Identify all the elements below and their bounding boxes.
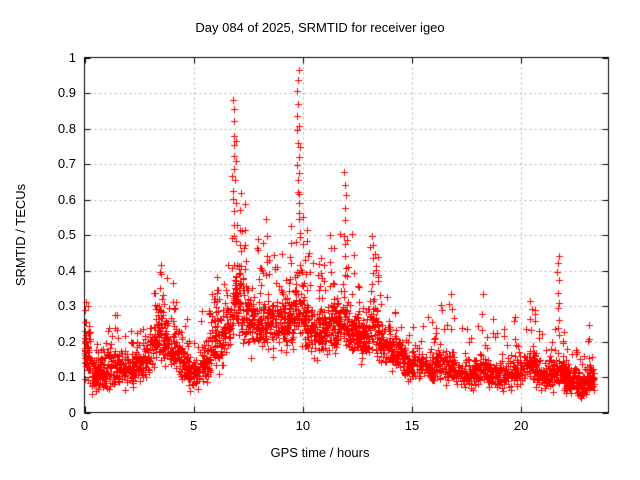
x-tick-label: 15	[404, 418, 420, 433]
y-tick-label: 0.7	[57, 156, 76, 171]
y-tick-label: 0.5	[57, 227, 76, 242]
y-tick-label: 0.3	[57, 298, 76, 313]
y-tick-label: 0.9	[57, 85, 76, 100]
y-tick-label: 0.6	[57, 191, 76, 207]
y-tick-label: 0.1	[57, 369, 76, 384]
y-tick-label: 0.4	[57, 262, 76, 278]
chart-title: Day 084 of 2025, SRMTID for receiver ige…	[195, 20, 445, 35]
x-axis-label: GPS time / hours	[270, 445, 370, 460]
x-tick-label: 10	[295, 418, 311, 433]
y-tick-label: 0	[68, 404, 76, 420]
x-tick-label: 20	[513, 418, 529, 433]
y-tick-label: 0.8	[57, 120, 76, 136]
x-tick-label: 5	[190, 418, 198, 433]
x-tick-label: 0	[80, 418, 89, 433]
y-tick-label: 0.2	[57, 333, 76, 349]
y-tick-label: 1	[68, 49, 76, 65]
